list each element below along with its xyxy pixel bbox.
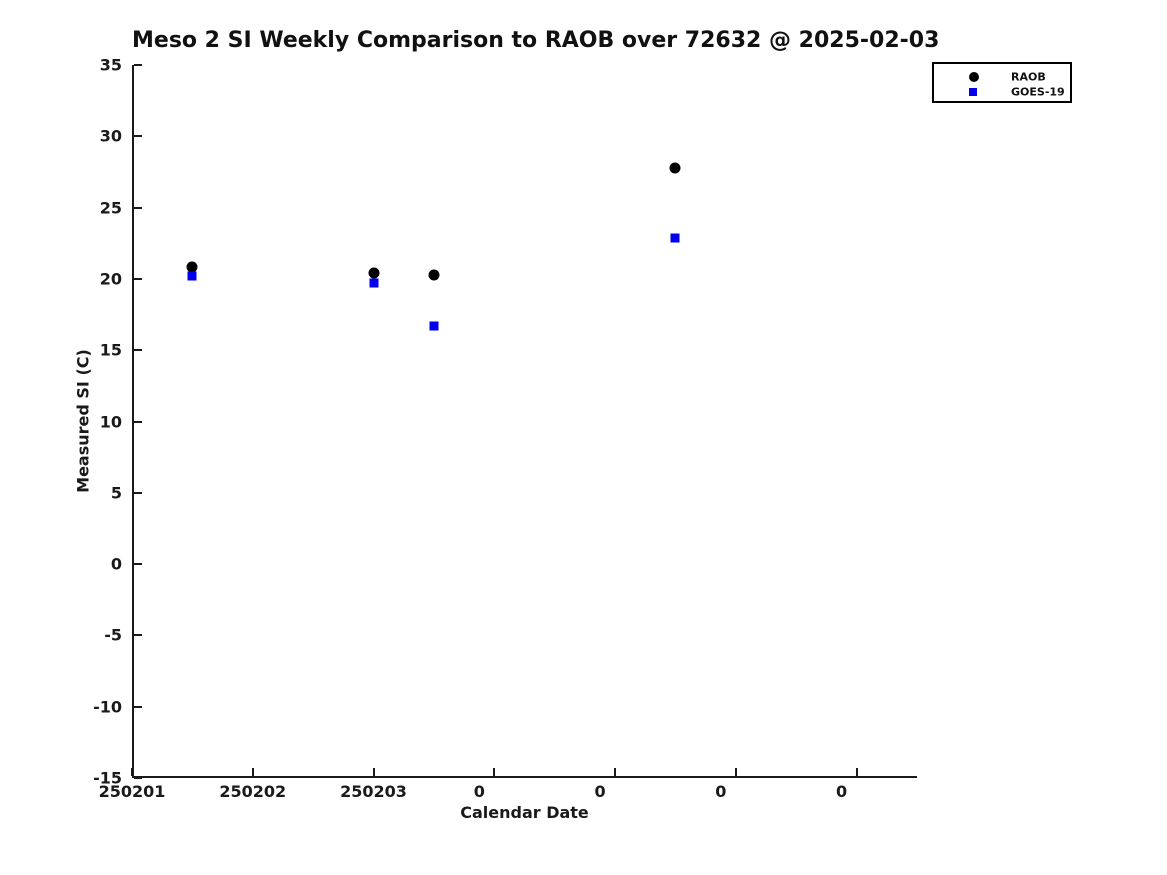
y-axis-tick-label: 10	[99, 412, 122, 431]
chart-title: Meso 2 SI Weekly Comparison to RAOB over…	[132, 28, 940, 53]
data-point-goes-19	[429, 321, 439, 331]
y-axis-tick-label: 25	[99, 198, 122, 218]
y-axis-tick-label: 35	[99, 55, 122, 75]
y-axis-tick-label: -15	[93, 768, 122, 788]
y-axis-tick	[134, 777, 142, 779]
x-axis-label: Calendar Date	[460, 803, 589, 822]
y-axis-tick	[134, 491, 142, 494]
data-point-raob	[669, 162, 681, 174]
y-axis-tick-label: -5	[104, 625, 122, 645]
y-axis-tick	[134, 705, 142, 708]
data-point-goes-19	[670, 233, 680, 243]
x-axis-tick-label: 0	[836, 782, 848, 801]
x-axis-tick-label: 0	[473, 782, 485, 801]
y-axis-tick	[134, 64, 142, 66]
y-axis-tick-label: 15	[99, 340, 122, 360]
x-axis-tick	[372, 768, 375, 776]
data-point-raob	[368, 267, 380, 279]
x-axis-tick	[131, 768, 133, 776]
data-point-raob	[186, 261, 198, 273]
data-point-raob	[428, 269, 440, 281]
x-axis-tick	[493, 768, 496, 776]
legend-row-goes-19: GOES-19	[934, 84, 1070, 99]
x-axis-tick-label: 0	[594, 782, 606, 801]
x-axis-tick-label: 250202	[219, 782, 287, 801]
y-axis-tick	[134, 277, 142, 280]
y-axis-tick	[134, 634, 142, 637]
y-axis-tick-label: 0	[110, 554, 122, 574]
y-axis-tick	[134, 349, 142, 352]
legend-label: GOES-19	[1011, 85, 1065, 98]
y-axis-tick	[134, 206, 142, 209]
x-axis-tick	[855, 768, 858, 776]
data-point-goes-19	[187, 271, 197, 281]
y-axis-tick-label: 5	[110, 483, 122, 503]
x-axis-tick-label: 250203	[340, 782, 407, 801]
x-axis-tick	[251, 768, 254, 776]
legend-label: RAOB	[1011, 70, 1046, 83]
y-axis-tick	[134, 563, 142, 566]
x-axis-tick	[734, 768, 737, 776]
x-axis-tick	[614, 768, 617, 776]
square-marker-icon	[969, 87, 977, 96]
legend: RAOB GOES-19	[932, 62, 1072, 103]
plot-area: 35 30 25 20 15 10 5 0 -5 -10 -15 250201 250202 250203…	[93, 56, 917, 801]
x-axis-tick-label: 0	[715, 782, 727, 801]
y-axis-line	[132, 65, 134, 778]
y-axis-tick-label: 30	[99, 126, 122, 146]
y-axis-tick	[134, 135, 142, 138]
y-axis-tick	[134, 420, 142, 423]
x-axis-line	[132, 776, 917, 778]
data-point-goes-19	[369, 278, 379, 288]
y-axis-tick-label: 20	[99, 269, 122, 289]
x-axis-tick-label: 250201	[98, 782, 166, 801]
legend-row-raob: RAOB	[934, 69, 1070, 84]
y-axis-tick-label: -10	[93, 697, 122, 717]
circle-marker-icon	[969, 71, 979, 82]
